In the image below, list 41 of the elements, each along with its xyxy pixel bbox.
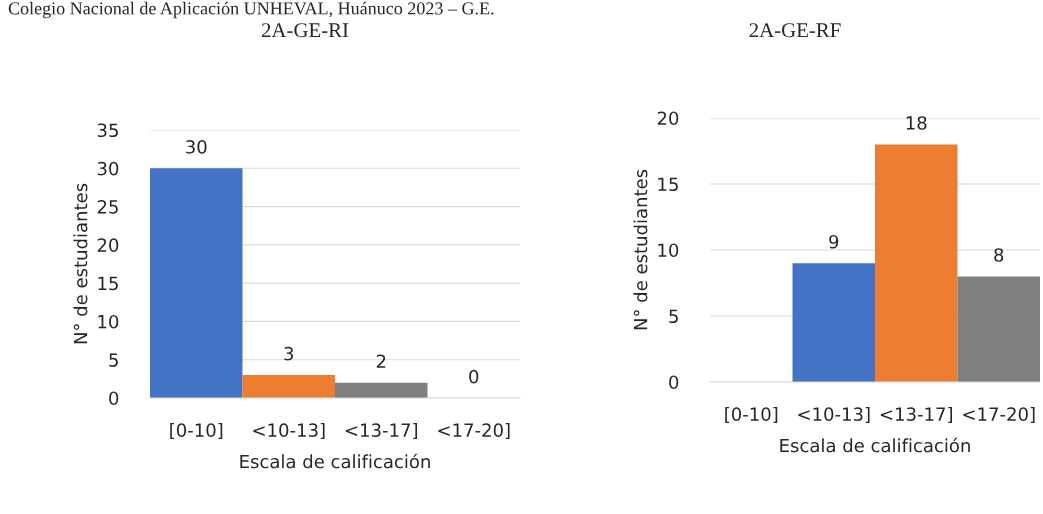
y-tick-label: 10 [98,314,119,329]
y-tick-label: 20 [97,238,119,252]
data-label: 3 [284,346,294,361]
x-axis-title: Escala de calificación [240,453,430,469]
x-tick-label: <17-20] [963,407,1035,424]
x-tick-label: <10-13] [798,407,870,424]
x-axis-title: Escala de calificación [780,437,970,453]
data-label: 18 [906,116,927,130]
y-axis-title: N° de estudiantes [73,183,88,344]
bar [242,375,335,398]
x-tick-label: <13-17] [880,407,953,424]
data-label: 9 [829,234,839,249]
data-label: 2 [376,354,386,368]
x-tick-label: [0-10] [725,407,778,424]
text: Colegio Nacional de Aplicación UNHEVAL, Huánuco 2023 – G.E. [8,1,494,19]
y-tick-label: 10 [658,243,679,258]
data-label: 30 [186,140,207,154]
y-tick-label: 25 [97,200,118,214]
data-label: 0 [469,369,479,384]
bar [875,144,958,382]
y-tick-label: 0 [669,375,679,390]
x-tick-label: [0-10] [170,423,223,440]
y-tick-label: 15 [98,276,118,291]
bar [335,382,428,398]
y-tick-label: 15 [658,177,678,192]
y-tick-label: 5 [669,309,678,324]
bar [150,168,243,398]
y-axis-title: N° de estudiantes [633,169,648,330]
x-tick-label: <10-13] [253,423,325,440]
y-tick-label: 35 [97,123,118,138]
bar [957,276,1040,382]
data-label: 8 [994,248,1004,262]
x-tick-label: <17-20] [438,423,510,440]
chart-title: 2A-GE-RI [261,23,349,38]
y-tick-label: 0 [109,391,119,406]
chart-title: 2A-GE-RF [749,23,841,38]
x-tick-label: <13-17] [345,423,418,440]
y-tick-label: 5 [109,353,118,367]
y-tick-label: 30 [97,161,119,176]
y-tick-label: 20 [657,111,679,126]
bar [792,263,875,382]
